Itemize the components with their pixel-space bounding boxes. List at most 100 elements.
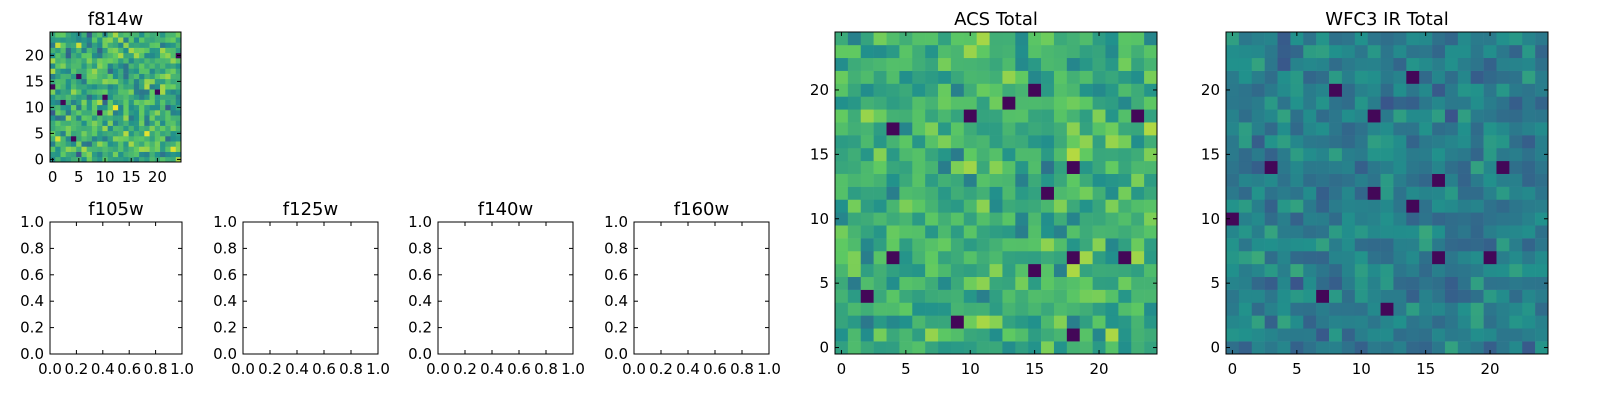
heatmap-cell: [963, 302, 977, 316]
heatmap-cell: [1483, 341, 1497, 355]
heatmap-cell: [1264, 289, 1278, 303]
heatmap-cell: [1066, 147, 1081, 162]
heatmap-cell: [65, 104, 72, 111]
heatmap-cell: [165, 120, 171, 126]
heatmap-cell: [1303, 225, 1317, 239]
heatmap-cell: [950, 302, 965, 316]
heatmap-cell: [144, 37, 150, 43]
heatmap-cell: [1226, 341, 1240, 355]
heatmap-cell: [1053, 173, 1068, 187]
heatmap-cell: [144, 156, 150, 163]
heatmap-cell: [950, 186, 965, 200]
heatmap-cell: [1290, 147, 1304, 162]
x-tick-label: 20: [1480, 360, 1499, 378]
heatmap-cell: [886, 57, 900, 71]
heatmap-cell: [976, 160, 990, 174]
heatmap-cell: [139, 115, 145, 121]
heatmap-cell: [175, 136, 182, 142]
heatmap-cell: [1406, 160, 1420, 174]
heatmap-cell: [1238, 122, 1253, 136]
x-tick-label: 10: [95, 168, 114, 186]
heatmap-cell: [149, 37, 156, 43]
heatmap-cell: [938, 199, 952, 213]
heatmap-cell: [133, 78, 140, 85]
heatmap-cell: [1380, 96, 1394, 110]
x-tick-label: 0.4: [480, 360, 504, 378]
heatmap-cell: [1393, 238, 1407, 252]
heatmap-cell: [107, 94, 114, 100]
heatmap-cell: [847, 186, 862, 200]
heatmap-cell: [1444, 315, 1459, 329]
heatmap-cell: [912, 57, 926, 71]
heatmap-cell: [925, 83, 939, 97]
heatmap-cell: [976, 122, 990, 136]
heatmap-cell: [1496, 225, 1510, 239]
heatmap-cell: [154, 151, 161, 158]
heatmap-cell: [1406, 225, 1420, 239]
heatmap-cell: [1092, 276, 1106, 290]
heatmap-cell: [1535, 32, 1549, 46]
heatmap-cell: [1496, 32, 1510, 46]
heatmap-cell: [1329, 212, 1343, 226]
heatmap-cell: [1393, 186, 1407, 200]
heatmap-cell: [873, 173, 887, 187]
heatmap-cell: [97, 99, 103, 106]
heatmap-cell: [899, 341, 913, 355]
heatmap-cell: [70, 136, 77, 142]
heatmap-cell: [118, 120, 124, 126]
heatmap-cell: [899, 328, 913, 342]
heatmap-cell: [1041, 70, 1055, 84]
x-tick-label: 0.6: [507, 360, 531, 378]
heatmap-cell: [1144, 147, 1158, 162]
heatmap-cell: [1041, 32, 1055, 46]
heatmap-cell: [1041, 57, 1055, 71]
heatmap-cell: [847, 57, 862, 71]
heatmap-cell: [112, 120, 119, 126]
heatmap-cell: [123, 110, 129, 116]
heatmap-cell: [102, 47, 108, 54]
heatmap-cell: [1226, 250, 1240, 265]
heatmap-cell: [70, 156, 77, 163]
heatmap-cell: [1406, 96, 1420, 110]
heatmap-cell: [1015, 109, 1029, 123]
heatmap-cell: [1457, 96, 1472, 110]
heatmap-cell: [1444, 173, 1459, 187]
heatmap-cell: [1393, 199, 1407, 213]
heatmap-cell: [1457, 276, 1472, 290]
heatmap-cell: [1264, 135, 1278, 149]
heatmap-cell: [873, 57, 887, 71]
heatmap-cell: [160, 84, 166, 90]
heatmap-cell: [1367, 289, 1381, 303]
heatmap-cell: [1105, 57, 1119, 71]
heatmap-cell: [1264, 83, 1278, 97]
heatmap-cell: [55, 104, 61, 111]
heatmap-cell: [60, 37, 67, 43]
heatmap-cell: [1419, 250, 1433, 265]
heatmap-cell: [118, 73, 124, 80]
heatmap-cell: [1079, 186, 1093, 200]
heatmap-cell: [1380, 44, 1394, 59]
heatmap-cell: [938, 186, 952, 200]
heatmap-cell: [144, 52, 150, 59]
heatmap-cell: [1015, 238, 1029, 252]
heatmap-cell: [1079, 147, 1093, 162]
heatmap-cell: [1329, 289, 1343, 303]
heatmap-cell: [1341, 32, 1356, 46]
heatmap-cell: [107, 156, 114, 163]
heatmap-cell: [1303, 147, 1317, 162]
heatmap-cell: [963, 276, 977, 290]
axes-frame: [242, 221, 379, 355]
x-tick-label: 15: [122, 168, 141, 186]
heatmap-cell: [1015, 122, 1029, 136]
heatmap-cell: [1329, 276, 1343, 290]
heatmap-cell: [70, 125, 77, 132]
heatmap-cell: [112, 37, 119, 43]
heatmap-cell: [86, 99, 93, 106]
heatmap-cell: [1028, 225, 1042, 239]
heatmap-cell: [123, 156, 129, 163]
heatmap-cell: [1470, 276, 1484, 290]
heatmap-cell: [1393, 302, 1407, 316]
heatmap-cell: [139, 146, 145, 152]
